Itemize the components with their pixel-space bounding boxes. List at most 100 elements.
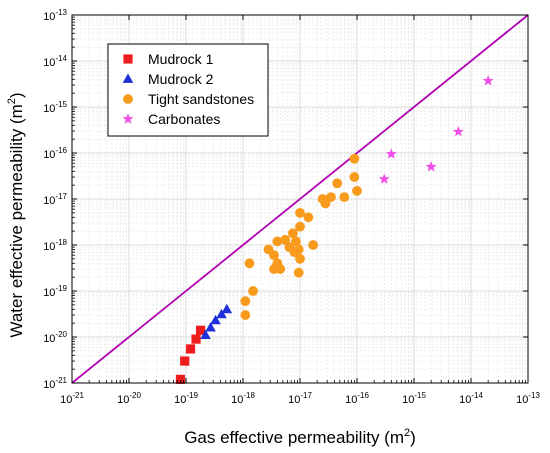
carbonates-point <box>452 125 464 137</box>
tight-sandstones-point <box>295 253 305 264</box>
legend-label: Tight sandstones <box>148 91 254 107</box>
mudrock-2-point <box>200 329 211 340</box>
tight-sandstones-point <box>295 207 305 218</box>
y-tick-label-exponent: -16 <box>55 146 67 155</box>
y-tick-label-exponent: -15 <box>55 100 67 109</box>
tight-sandstones-point <box>326 192 336 202</box>
x-tick-label-exponent: -19 <box>186 391 198 400</box>
y-tick-label-base: 10 <box>43 379 55 391</box>
tight-sandstones-point <box>269 250 279 261</box>
y-tick-label-exponent: -21 <box>55 376 67 385</box>
x-axis-title-sup: 2 <box>404 427 410 439</box>
tight-sandstones-point <box>308 240 319 250</box>
tight-sandstones-point <box>293 267 304 278</box>
legend-marker <box>122 113 134 124</box>
y-tick-label: 10-15 <box>43 100 67 115</box>
y-tick-label-base: 10 <box>43 241 55 253</box>
y-tick-label: 10-17 <box>43 192 67 207</box>
legend-box <box>107 43 269 137</box>
x-tick-label-exponent: -17 <box>300 391 312 400</box>
tight-sandstones-point <box>352 185 362 196</box>
x-tick-label-exponent: -16 <box>357 391 369 400</box>
x-axis-title-base: Gas effective permeability (m <box>184 428 404 447</box>
tight-sandstones-point <box>240 296 251 307</box>
tight-sandstones-point <box>272 236 283 247</box>
tight-sandstones-point <box>291 236 301 247</box>
x-tick-label-base: 10 <box>60 394 72 406</box>
mudrock-1-point <box>191 334 201 344</box>
y-tick-label-exponent: -18 <box>55 238 67 247</box>
y-tick-label-base: 10 <box>43 11 55 23</box>
mudrock-1-point <box>175 374 186 384</box>
y-tick-label: 10-13 <box>43 8 67 23</box>
x-tick-label-base: 10 <box>288 394 300 406</box>
carbonates-point <box>385 148 397 159</box>
carbonates-point <box>482 75 494 86</box>
y-tick-label: 10-20 <box>43 330 67 345</box>
y-tick-label: 10-16 <box>43 146 67 161</box>
y-tick-label: 10-21 <box>43 376 67 391</box>
axis-ticks: 10-21 10-20 10-19 10-18 10-17 10-16 10-15 10-14… <box>43 8 540 406</box>
legend: Mudrock 1 Mudrock 2 Tight sandstones Carbon… <box>107 43 269 137</box>
tight-sandstones-point <box>287 228 298 239</box>
x-tick-label: 10-16 <box>345 391 369 406</box>
grid <box>71 15 528 384</box>
y-tick-label-exponent: -20 <box>55 330 67 339</box>
x-tick-label: 10-17 <box>288 391 312 406</box>
tight-sandstones-point <box>320 198 331 209</box>
x-tick-label: 10-14 <box>459 391 483 406</box>
y-tick-label-base: 10 <box>43 333 55 345</box>
tight-sandstones-point <box>280 234 291 245</box>
mudrock-2-point <box>221 303 233 314</box>
y-axis-title-sup: 2 <box>6 98 18 104</box>
mudrock-2-point <box>216 308 227 319</box>
x-tick-label-base: 10 <box>345 394 357 406</box>
x-tick-label: 10-21 <box>60 391 84 406</box>
y-tick-label-base: 10 <box>43 57 55 69</box>
legend-marker <box>123 94 133 104</box>
x-tick-label-base: 10 <box>459 394 471 406</box>
x-tick-label-base: 10 <box>516 394 528 406</box>
y-tick-label-exponent: -17 <box>55 192 67 201</box>
x-axis-title: Gas effective permeability (m2) <box>184 427 416 447</box>
tight-sandstones-point <box>332 178 343 189</box>
x-tick-label-base: 10 <box>174 394 186 406</box>
y-tick-label-exponent: -14 <box>55 54 67 63</box>
x-tick-label-exponent: -20 <box>129 391 141 400</box>
y-tick-label-exponent: -19 <box>55 284 67 293</box>
y-equals-x-line <box>71 14 529 384</box>
y-axis-title: Water effective permeability (m2) <box>6 92 26 337</box>
legend-label: Carbonates <box>148 111 220 127</box>
x-tick-label: 10-20 <box>117 391 141 406</box>
y-axis-title-base: Water effective permeability (m <box>7 104 26 337</box>
data-points <box>175 75 494 384</box>
mudrock-1-point <box>180 356 190 366</box>
x-tick-label-exponent: -21 <box>72 391 84 400</box>
tight-sandstones-point <box>303 212 314 223</box>
y-tick-label: 10-14 <box>43 54 67 69</box>
x-tick-label-base: 10 <box>231 394 243 406</box>
tight-sandstones-point <box>349 172 360 182</box>
y-tick-label-exponent: -13 <box>55 8 67 17</box>
x-tick-label-exponent: -15 <box>414 391 426 400</box>
x-tick-label-exponent: -18 <box>243 391 255 400</box>
x-tick-label: 10-15 <box>402 391 426 406</box>
tight-sandstones-point <box>295 221 305 232</box>
legend-marker <box>122 73 134 83</box>
tight-sandstones-point <box>244 258 255 269</box>
legend-marker <box>123 54 133 64</box>
tight-sandstones-point <box>349 153 360 164</box>
x-axis-title-close: ) <box>410 428 416 447</box>
x-tick-label-exponent: -13 <box>528 391 540 400</box>
legend-label: Mudrock 1 <box>148 51 214 67</box>
y-tick-label-base: 10 <box>43 103 55 115</box>
y-tick-label-base: 10 <box>43 149 55 161</box>
y-tick-label: 10-19 <box>43 284 67 299</box>
tight-sandstones-point <box>275 264 286 274</box>
y-tick-label: 10-18 <box>43 238 67 253</box>
mudrock-2-point <box>205 322 216 332</box>
carbonates-point <box>425 161 437 172</box>
tight-sandstones-point <box>293 244 304 255</box>
y-axis-title-close: ) <box>7 92 26 98</box>
